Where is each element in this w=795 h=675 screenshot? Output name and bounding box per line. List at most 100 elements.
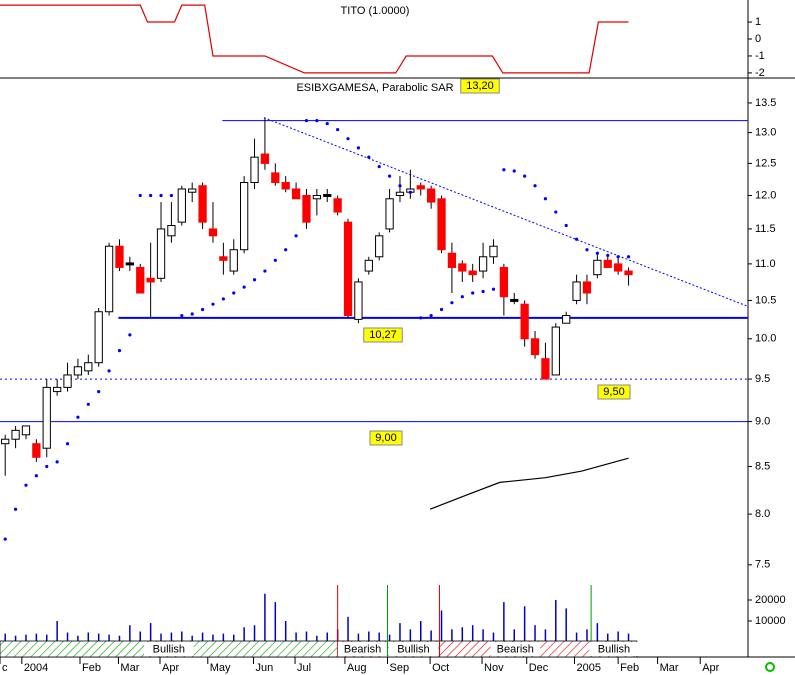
sar-dot [554, 210, 558, 214]
x-tick-label: May [210, 662, 231, 674]
sar-dot [533, 184, 537, 188]
x-tick-label: Apr [702, 662, 719, 674]
candle-body [1, 438, 10, 445]
x-tick-label: Feb [82, 662, 101, 674]
band-label-bg [144, 642, 194, 656]
band-label: Bearish [497, 643, 534, 655]
candle-body [364, 259, 373, 272]
sar-dot [574, 237, 579, 241]
band-label: Bullish [397, 643, 429, 655]
sar-dot [107, 369, 111, 373]
candle-body [240, 182, 249, 251]
sar-dot [190, 312, 194, 316]
sar-dot [398, 184, 402, 188]
level-label-box [460, 78, 500, 94]
y-tick-label: 11.0 [755, 258, 776, 270]
candle-body [11, 429, 20, 440]
sar-dot [377, 164, 381, 169]
x-tick-label: Apr [162, 662, 179, 674]
candle-body [94, 311, 103, 364]
level-label: 10,27 [369, 329, 397, 341]
sar-dot [429, 313, 433, 318]
y-tick-label: 10.0 [755, 333, 776, 345]
sar-dot [502, 168, 506, 172]
x-tick-label: 2004 [24, 662, 48, 674]
sar-dot [180, 313, 184, 318]
candle-body [104, 245, 114, 313]
x-tick-label: 2005 [577, 662, 601, 674]
candle-body [250, 156, 259, 184]
candle-body [427, 188, 436, 203]
candle-body [572, 281, 581, 301]
candle-body [624, 270, 633, 276]
sar-dot [263, 269, 267, 273]
sar-dot [159, 193, 163, 198]
x-tick-label: Jul [297, 662, 311, 674]
sar-dot [273, 258, 277, 262]
y-tick-label: -1 [755, 50, 765, 62]
sar-dot [45, 464, 49, 469]
candle-body [219, 256, 228, 261]
y-tick-label: 13.5 [755, 97, 776, 109]
candle-body [281, 182, 290, 190]
x-tick-label: Oct [432, 662, 449, 674]
band-label-bg [337, 642, 388, 656]
sar-dot [65, 442, 70, 446]
candle-body [447, 252, 457, 268]
candle-body [333, 198, 342, 213]
y-tick-label: 0 [755, 33, 761, 45]
candle-body [136, 266, 145, 294]
candle-body [115, 245, 124, 268]
y-tick-label: 8.5 [755, 460, 770, 472]
candle-body [468, 270, 477, 276]
candle-body [354, 281, 363, 320]
candle-body [603, 259, 612, 268]
candle-body [343, 221, 353, 317]
sar-dot [419, 316, 423, 320]
y-tick-label: 1 [755, 16, 761, 28]
sar-dot [200, 307, 205, 312]
sar-dot [325, 121, 329, 126]
sar-dot [221, 297, 225, 301]
sar-dot [595, 251, 599, 255]
candle-body [562, 315, 571, 324]
sar-dot [512, 169, 516, 173]
status-icon [765, 662, 775, 672]
x-tick-label: Feb [620, 662, 639, 674]
sar-dot [471, 291, 475, 295]
band-label: Bullish [153, 643, 185, 655]
x-tick-label: Nov [484, 662, 504, 674]
candle-body [510, 298, 519, 302]
y-tick-label: 9.5 [755, 373, 770, 385]
y-tick-label: 13.0 [755, 127, 776, 139]
candle-body [395, 191, 405, 197]
candle-body [73, 366, 83, 376]
level-label: 9,50 [603, 386, 624, 398]
x-tick-label: Sep [390, 662, 410, 674]
level-label-box [597, 384, 631, 400]
sar-dot [387, 174, 392, 178]
y-tick-label: 10.5 [755, 294, 776, 306]
candle-body [32, 443, 41, 458]
main-title: ESIBXGAMESA, Parabolic SAR [296, 82, 453, 94]
y-tick-label: 11.5 [755, 223, 776, 235]
sar-dot [616, 255, 620, 259]
candle-body [437, 198, 446, 251]
average-line [429, 457, 629, 510]
y-tick-label: 10000 [755, 615, 786, 627]
level-label-box [369, 430, 403, 446]
sar-dot [367, 155, 371, 159]
sar-dot [491, 287, 496, 291]
band-label-bg [490, 642, 541, 656]
candle-body [177, 188, 186, 223]
sar-dot [606, 253, 610, 257]
sar-dot [149, 193, 153, 198]
candle-body [582, 281, 592, 294]
candle-body [53, 386, 62, 393]
sar-dot [294, 234, 298, 238]
sar-dot [76, 415, 80, 419]
candle-body [146, 277, 155, 283]
candle-body [551, 326, 560, 376]
candle-body [271, 172, 280, 184]
y-tick-label: -2 [755, 67, 765, 79]
